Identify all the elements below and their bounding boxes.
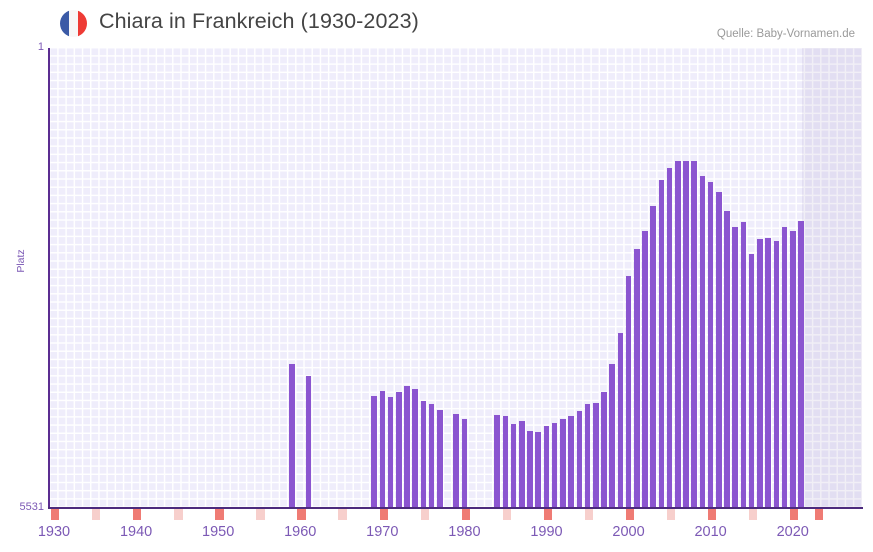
x-axis-tick-minor — [338, 509, 347, 520]
x-axis-label: 1970 — [366, 524, 399, 540]
bar[interactable] — [371, 396, 377, 508]
bar[interactable] — [781, 227, 788, 508]
bar[interactable] — [560, 419, 566, 508]
y-axis-title: Platz — [15, 249, 27, 273]
bar[interactable] — [683, 161, 689, 508]
bar[interactable] — [543, 426, 550, 508]
y-axis-bottom-label: 5531 — [19, 501, 44, 513]
bar[interactable] — [740, 222, 747, 508]
bar[interactable] — [461, 419, 468, 508]
bar[interactable] — [551, 423, 558, 508]
flag-stripe-blue — [60, 10, 70, 37]
bar[interactable] — [305, 376, 312, 508]
bar[interactable] — [675, 161, 681, 508]
bar[interactable] — [699, 176, 706, 508]
x-axis-label: 2010 — [694, 524, 727, 540]
bar[interactable] — [387, 397, 394, 508]
x-axis-tick-major — [789, 509, 799, 520]
chart-title: Chiara in Frankreich (1930-2023) — [99, 9, 419, 33]
x-axis-tick-major — [297, 509, 306, 520]
chart-header: Chiara in Frankreich (1930-2023) Quelle:… — [0, 0, 873, 46]
bar[interactable] — [494, 415, 501, 508]
bar[interactable] — [568, 416, 574, 508]
bar[interactable] — [379, 391, 386, 508]
france-flag-icon — [60, 10, 87, 37]
x-axis-tick-major — [51, 509, 60, 520]
x-axis-tick-major — [707, 509, 717, 520]
x-axis-label: 1950 — [202, 524, 235, 540]
x-axis-labels: 1930 1940 1950 1960 1970 1980 1990 2000 2010 2020 — [0, 524, 873, 548]
x-axis-tick-minor — [584, 509, 593, 520]
bar[interactable] — [789, 231, 796, 508]
bar[interactable] — [732, 227, 739, 508]
no-data-region — [802, 48, 862, 508]
x-axis-label: 2020 — [776, 524, 809, 540]
x-axis-label: 1980 — [448, 524, 481, 540]
x-axis-label: 1940 — [119, 524, 153, 540]
flag-stripe-red — [77, 10, 87, 37]
bar[interactable] — [412, 389, 418, 508]
bar[interactable] — [289, 364, 295, 508]
x-axis-tick-major — [543, 509, 552, 520]
bar[interactable] — [691, 161, 697, 508]
x-axis-tick-major — [625, 509, 634, 520]
x-axis-tick-major — [461, 509, 470, 520]
x-axis-label: 2000 — [612, 524, 645, 540]
x-axis-tick-major — [133, 509, 142, 520]
bar[interactable] — [601, 392, 607, 508]
bars-layer — [50, 48, 862, 508]
y-axis-top-label: 1 — [37, 41, 44, 53]
x-axis-label: 1930 — [37, 524, 71, 540]
x-axis-label: 1960 — [284, 524, 317, 540]
bar[interactable] — [609, 364, 615, 508]
x-axis-ticks — [50, 509, 862, 520]
bar[interactable] — [625, 276, 632, 508]
bar[interactable] — [404, 386, 410, 508]
bar[interactable] — [576, 411, 583, 508]
chart-plot-area — [50, 48, 862, 508]
bar[interactable] — [650, 206, 656, 508]
x-axis-tick-minor — [256, 509, 265, 520]
x-axis-tick-major — [379, 509, 388, 520]
bar[interactable] — [748, 254, 755, 508]
bar[interactable] — [658, 180, 665, 508]
bar[interactable] — [642, 231, 648, 508]
x-axis-tick-major — [215, 509, 224, 520]
bar[interactable] — [395, 392, 402, 508]
bar[interactable] — [436, 410, 443, 508]
bar[interactable] — [527, 431, 533, 508]
bar[interactable] — [592, 403, 599, 508]
x-axis-tick-minor — [502, 509, 511, 520]
bar[interactable] — [724, 211, 730, 508]
bar[interactable] — [707, 182, 714, 508]
x-axis-tick-minor — [666, 509, 675, 520]
x-axis-tick-minor — [748, 509, 758, 520]
x-axis-tick-minor — [174, 509, 183, 520]
x-axis-label: 1990 — [530, 524, 563, 540]
bar[interactable] — [765, 238, 771, 508]
x-axis-tick-major — [814, 509, 823, 520]
bar[interactable] — [584, 404, 591, 508]
bar[interactable] — [420, 401, 427, 508]
bar[interactable] — [535, 432, 542, 508]
x-axis-tick-minor — [92, 509, 101, 520]
bar[interactable] — [716, 192, 722, 508]
bar[interactable] — [798, 221, 804, 508]
bar[interactable] — [453, 414, 459, 508]
bar[interactable] — [666, 168, 673, 508]
bar[interactable] — [510, 424, 517, 508]
x-axis-line — [48, 507, 863, 510]
bar[interactable] — [617, 333, 624, 508]
y-axis-line — [48, 48, 51, 509]
bar[interactable] — [757, 239, 763, 508]
bar[interactable] — [633, 249, 640, 508]
source-attribution: Quelle: Baby-Vornamen.de — [716, 28, 855, 40]
flag-stripe-white — [69, 10, 78, 37]
bar[interactable] — [519, 421, 525, 508]
bar[interactable] — [428, 404, 435, 508]
bar[interactable] — [773, 241, 780, 508]
bar[interactable] — [502, 416, 509, 508]
x-axis-tick-minor — [420, 509, 429, 520]
